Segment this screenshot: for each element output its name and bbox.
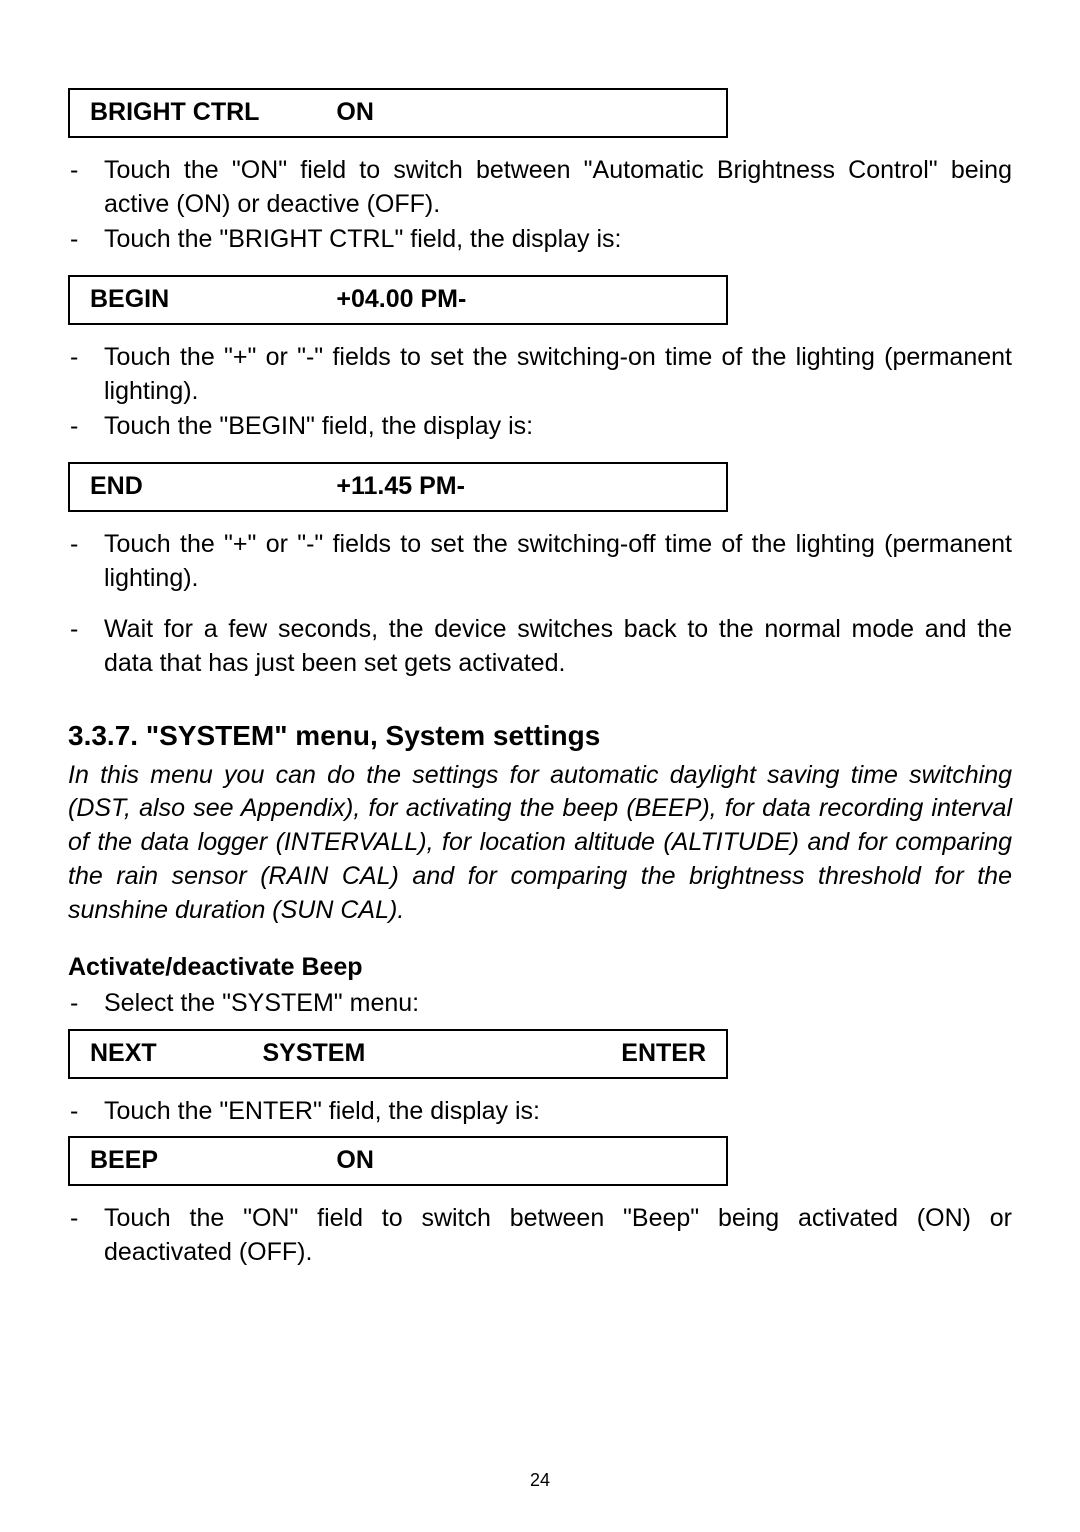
display-next: NEXT (90, 1037, 262, 1071)
list-item: Touch the "+" or "-" fields to set the s… (68, 528, 1012, 596)
list-item: Touch the "+" or "-" fields to set the s… (68, 341, 1012, 409)
display-system-menu: NEXT SYSTEM ENTER (68, 1029, 728, 1079)
list-item: Select the "SYSTEM" menu: (68, 987, 1012, 1021)
list-item: Touch the "ON" field to switch between "… (68, 154, 1012, 222)
list-item: Touch the "BRIGHT CTRL" field, the displ… (68, 223, 1012, 257)
display-value: +04.00 PM- (336, 283, 558, 317)
display-label: BEGIN (90, 283, 336, 317)
display-label: END (90, 470, 336, 504)
display-begin: BEGIN +04.00 PM- (68, 275, 728, 325)
display-value: +11.45 PM- (336, 470, 558, 504)
section-heading: 3.3.7. "SYSTEM" menu, System settings (68, 717, 1012, 755)
instruction-list: Touch the "ON" field to switch between "… (68, 154, 1012, 257)
display-system: SYSTEM (262, 1037, 447, 1071)
display-end: END +11.45 PM- (68, 462, 728, 512)
section-intro: In this menu you can do the settings for… (68, 759, 1012, 928)
display-label: BRIGHT CTRL (90, 96, 336, 130)
display-bright-ctrl: BRIGHT CTRL ON (68, 88, 728, 138)
instruction-list: Touch the "+" or "-" fields to set the s… (68, 528, 1012, 596)
sub-heading-beep: Activate/deactivate Beep (68, 951, 1012, 985)
list-item: Wait for a few seconds, the device switc… (68, 613, 1012, 681)
instruction-list: Wait for a few seconds, the device switc… (68, 613, 1012, 681)
instruction-list: Touch the "+" or "-" fields to set the s… (68, 341, 1012, 444)
list-item: Touch the "ON" field to switch between "… (68, 1202, 1012, 1270)
page-number: 24 (0, 1468, 1080, 1492)
display-value: ON (336, 1144, 558, 1178)
display-value: ON (336, 96, 558, 130)
display-label: BEEP (90, 1144, 336, 1178)
display-beep: BEEP ON (68, 1136, 728, 1186)
list-item: Touch the "BEGIN" field, the display is: (68, 410, 1012, 444)
instruction-list: Touch the "ON" field to switch between "… (68, 1202, 1012, 1270)
instruction-list: Touch the "ENTER" field, the display is: (68, 1095, 1012, 1129)
document-page: BRIGHT CTRL ON Touch the "ON" field to s… (0, 0, 1080, 1532)
list-item: Touch the "ENTER" field, the display is: (68, 1095, 1012, 1129)
display-enter: ENTER (447, 1037, 706, 1071)
instruction-list: Select the "SYSTEM" menu: (68, 987, 1012, 1021)
